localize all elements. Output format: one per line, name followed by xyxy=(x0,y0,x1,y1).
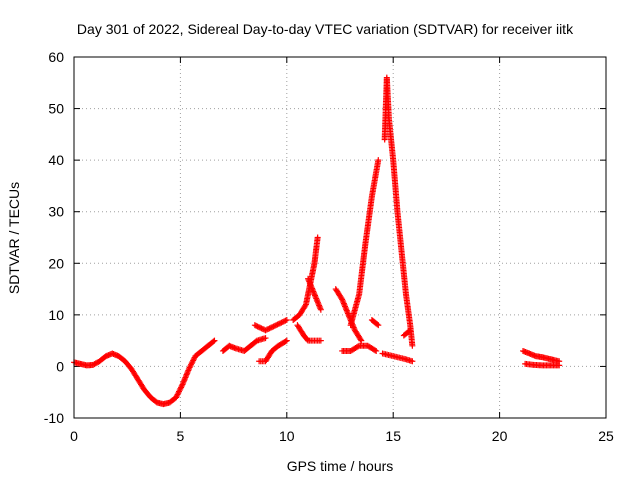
series-tracks-7-10h xyxy=(219,317,290,365)
data-point xyxy=(259,326,266,333)
data-point xyxy=(273,322,280,329)
data-point xyxy=(274,321,281,328)
data-point xyxy=(317,306,324,313)
data-point xyxy=(255,324,262,331)
data-point xyxy=(266,325,273,332)
x-axis-label: GPS time / hours xyxy=(287,458,394,474)
data-point xyxy=(262,335,269,342)
data-point xyxy=(282,317,289,324)
data-point xyxy=(269,324,276,331)
series-tracks-12-14.5h xyxy=(332,157,382,354)
data-point xyxy=(357,336,364,343)
y-tick-label: 50 xyxy=(48,101,64,117)
y-tick-labels: -10 0 10 20 30 40 50 60 xyxy=(44,49,64,426)
y-tick-label: 60 xyxy=(48,49,64,65)
data-point xyxy=(283,337,290,344)
data-point xyxy=(265,326,272,333)
data-point xyxy=(374,321,381,328)
x-tick-label: 20 xyxy=(492,428,508,444)
data-point xyxy=(267,324,274,331)
y-tick-label: 40 xyxy=(48,152,64,168)
chart-title: Day 301 of 2022, Sidereal Day-to-day VTE… xyxy=(77,21,574,37)
data-point xyxy=(373,347,380,354)
data-point xyxy=(254,323,261,330)
data-point xyxy=(375,157,382,164)
series-tracks-21-23h xyxy=(520,347,563,369)
x-tick-label: 10 xyxy=(279,428,295,444)
data-point xyxy=(253,322,260,329)
data-marks xyxy=(71,74,563,408)
data-point xyxy=(275,320,282,327)
y-axis-label: SDTVAR / TECUs xyxy=(6,182,22,294)
data-point xyxy=(406,328,413,335)
data-point xyxy=(556,362,563,369)
x-tick-labels: 0 5 10 15 20 25 xyxy=(70,428,614,444)
data-point xyxy=(258,325,265,332)
y-tick-label: 20 xyxy=(48,255,64,271)
y-tick-label: 30 xyxy=(48,204,64,220)
data-point xyxy=(354,343,361,350)
data-point xyxy=(375,322,382,329)
data-point xyxy=(407,327,414,334)
data-point xyxy=(314,234,321,241)
data-point xyxy=(281,318,288,325)
grid-lines xyxy=(74,57,606,418)
data-point xyxy=(302,302,309,309)
plot-border xyxy=(73,56,607,419)
data-point xyxy=(371,347,378,354)
data-point xyxy=(257,324,264,331)
data-point xyxy=(210,338,217,345)
y-tick-label: 10 xyxy=(48,307,64,323)
data-point xyxy=(279,318,286,325)
x-tick-label: 25 xyxy=(598,428,614,444)
series-tracks-10-12h xyxy=(290,234,324,344)
data-point xyxy=(271,322,278,329)
data-point xyxy=(317,337,324,344)
data-point xyxy=(263,326,270,333)
x-tick-label: 0 xyxy=(70,428,78,444)
x-tick-label: 15 xyxy=(385,428,401,444)
data-point xyxy=(282,338,289,345)
series-tracks-0-7h xyxy=(71,337,218,408)
data-point xyxy=(277,320,284,327)
y-tick-label: -10 xyxy=(44,410,64,426)
data-point xyxy=(409,358,416,365)
x-tick-label: 5 xyxy=(177,428,185,444)
data-point xyxy=(358,337,365,344)
data-point xyxy=(409,342,416,349)
y-tick-label: 0 xyxy=(56,358,64,374)
data-point xyxy=(283,317,290,324)
data-point xyxy=(262,327,269,334)
data-point xyxy=(211,337,218,344)
data-point xyxy=(251,322,258,329)
data-point xyxy=(338,295,345,302)
series-tracks-14.5-16h xyxy=(379,74,416,365)
data-point xyxy=(270,323,277,330)
data-point xyxy=(278,319,285,326)
